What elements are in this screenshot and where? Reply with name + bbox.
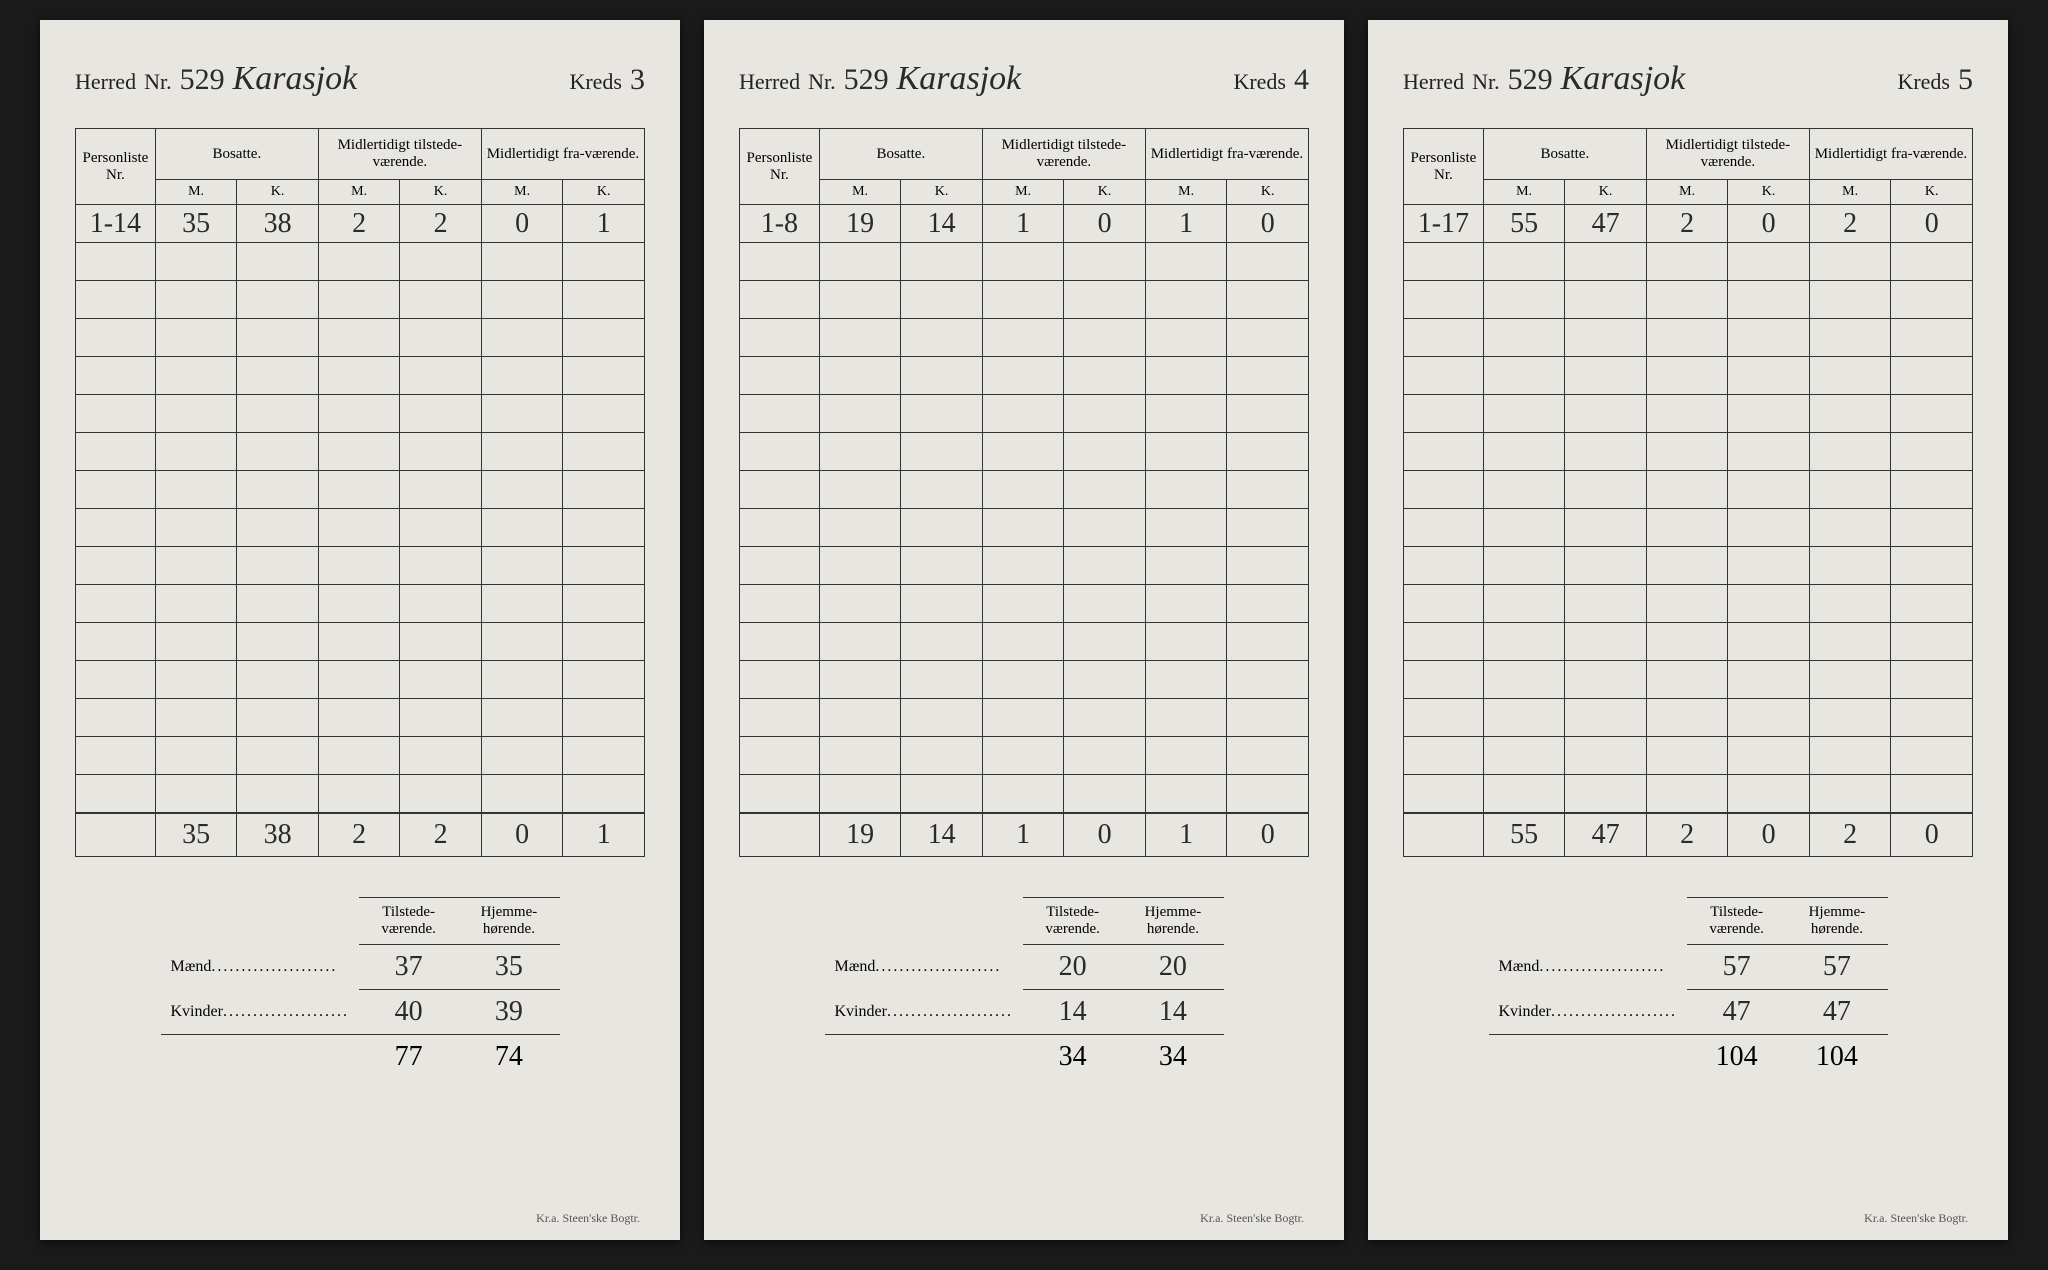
- herred-number: 529: [180, 63, 225, 97]
- table-row: [76, 547, 645, 585]
- table-row: [740, 623, 1309, 661]
- table-row: [76, 699, 645, 737]
- census-page-2: Herred Nr. 529 Karasjok Kreds 4 Personli…: [704, 20, 1344, 1240]
- table-row: [76, 623, 645, 661]
- table-row: [1404, 661, 1973, 699]
- table-row: [76, 775, 645, 813]
- table-row: [76, 471, 645, 509]
- table-row: [1404, 509, 1973, 547]
- table-row: [76, 737, 645, 775]
- table-body-0: 1-14 35 38 2 2 0 1: [76, 205, 645, 243]
- table-row: [740, 395, 1309, 433]
- main-data-table: PersonlisteNr. Bosatte. Midlertidigt til…: [1403, 128, 1973, 857]
- label-nr: Nr.: [144, 69, 172, 95]
- table-row: [740, 433, 1309, 471]
- table-row: [740, 737, 1309, 775]
- table-row: [1404, 775, 1973, 813]
- page-header: Herred Nr. 529 Karasjok Kreds 4: [739, 60, 1309, 98]
- herred-name: Karasjok: [897, 60, 1022, 98]
- kreds-number: 4: [1294, 63, 1309, 97]
- herred-number: 529: [844, 63, 889, 97]
- totals-row: 19 14 1 0 1 0: [740, 813, 1309, 857]
- table-row: 1-8 19 14 1 0 1 0: [740, 205, 1309, 243]
- table-row: [1404, 623, 1973, 661]
- table-row: [1404, 319, 1973, 357]
- table-row: [1404, 737, 1973, 775]
- table-row: [76, 281, 645, 319]
- summary-table: Tilstede-værende. Hjemme-hørende. Mænd 2…: [825, 897, 1224, 1079]
- col-bosatte: Bosatte.: [155, 129, 318, 180]
- census-page-1: Herred Nr. 529 Karasjok Kreds 3 Personli…: [40, 20, 680, 1240]
- col-midl-tilstede: Midlertidigt tilstede-værende.: [318, 129, 481, 180]
- label-kvinder: Kvinder: [161, 990, 359, 1035]
- table-row: [1404, 585, 1973, 623]
- summary-table: Tilstede-værende. Hjemme-hørende. Mænd 5…: [1489, 897, 1888, 1079]
- table-row: [76, 509, 645, 547]
- table-row: [1404, 395, 1973, 433]
- col-hjemme: Hjemme-hørende.: [458, 898, 559, 945]
- table-row: [1404, 243, 1973, 281]
- main-data-table: PersonlisteNr. Bosatte. Midlertidigt til…: [75, 128, 645, 857]
- printer-footer: Kr.a. Steen'ske Bogtr.: [1864, 1211, 1968, 1226]
- table-row: [740, 243, 1309, 281]
- col-personliste: Personliste: [82, 150, 148, 166]
- herred-number: 529: [1508, 63, 1553, 97]
- herred-name: Karasjok: [1561, 60, 1686, 98]
- table-row: [740, 319, 1309, 357]
- table-row: [76, 433, 645, 471]
- herred-name: Karasjok: [233, 60, 358, 98]
- table-row: [1404, 433, 1973, 471]
- table-row: [740, 661, 1309, 699]
- table-row: [1404, 281, 1973, 319]
- table-row: [740, 585, 1309, 623]
- table-row: [76, 661, 645, 699]
- table-row: 1-14 35 38 2 2 0 1: [76, 205, 645, 243]
- kreds-number: 5: [1958, 63, 1973, 97]
- table-row: [740, 547, 1309, 585]
- label-herred: Herred: [75, 69, 136, 95]
- col-tilstede: Tilstede-værende.: [359, 898, 458, 945]
- table-row: 1-17 55 47 2 0 2 0: [1404, 205, 1973, 243]
- table-row: [76, 357, 645, 395]
- table-row: [76, 319, 645, 357]
- totals-row: 55 47 2 0 2 0: [1404, 813, 1973, 857]
- page-header: Herred Nr. 529 Karasjok Kreds 5: [1403, 60, 1973, 98]
- table-row: [740, 357, 1309, 395]
- table-row: [1404, 357, 1973, 395]
- col-midl-fra: Midlertidigt fra-værende.: [481, 129, 644, 180]
- table-row: [740, 471, 1309, 509]
- page-header: Herred Nr. 529 Karasjok Kreds 3: [75, 60, 645, 98]
- table-row: [76, 585, 645, 623]
- table-row: [740, 699, 1309, 737]
- table-row: [1404, 471, 1973, 509]
- table-row: [76, 243, 645, 281]
- table-row: [1404, 699, 1973, 737]
- table-row: [740, 775, 1309, 813]
- table-row: [76, 395, 645, 433]
- label-maend: Mænd: [161, 945, 359, 990]
- census-page-3: Herred Nr. 529 Karasjok Kreds 5 Personli…: [1368, 20, 2008, 1240]
- table-row: [740, 281, 1309, 319]
- label-kreds: Kreds: [569, 69, 622, 95]
- main-data-table: PersonlisteNr. Bosatte. Midlertidigt til…: [739, 128, 1309, 857]
- summary-table: Tilstede-værende. Hjemme-hørende. Mænd 3…: [161, 897, 560, 1079]
- totals-row: 35 38 2 2 0 1: [76, 813, 645, 857]
- kreds-number: 3: [630, 63, 645, 97]
- printer-footer: Kr.a. Steen'ske Bogtr.: [1200, 1211, 1304, 1226]
- printer-footer: Kr.a. Steen'ske Bogtr.: [536, 1211, 640, 1226]
- table-row: [740, 509, 1309, 547]
- table-row: [1404, 547, 1973, 585]
